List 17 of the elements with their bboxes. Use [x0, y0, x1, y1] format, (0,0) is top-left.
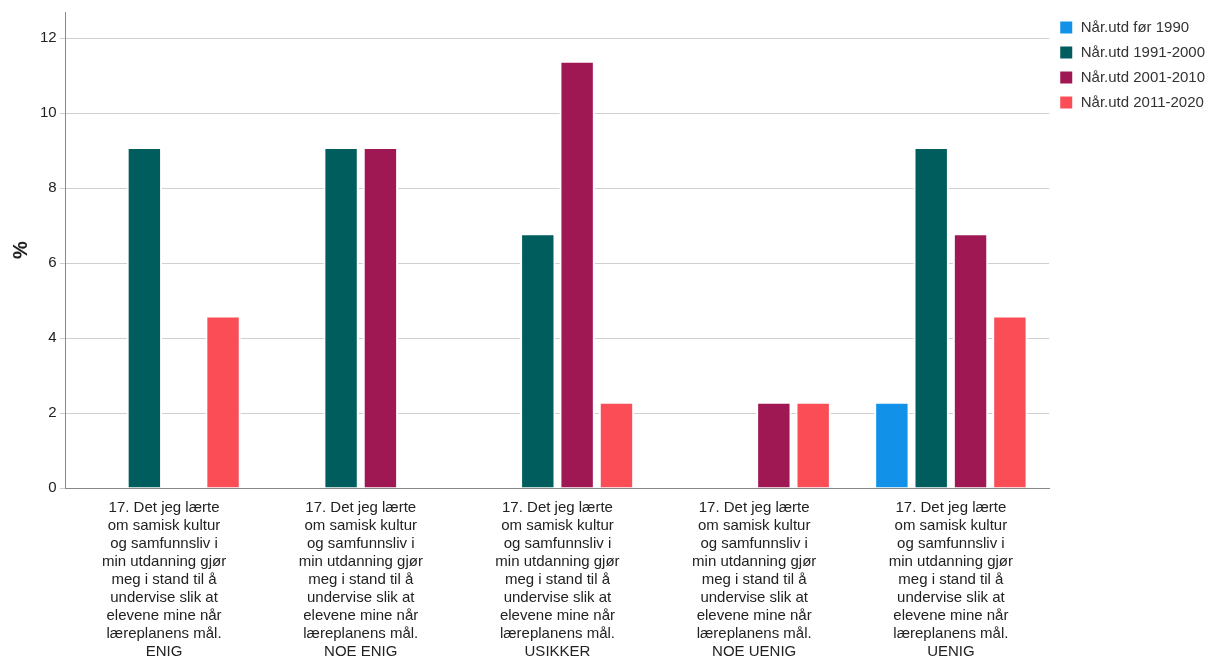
category-label: 17. Det jeg lærte om samisk kultur og samfunnsliv i min utdanning gjør meg i stand til å undervise slik at elevene mine når læreplanens mål. USIKKER — [495, 498, 620, 660]
y-tick-label: 2 — [48, 403, 57, 421]
category-label: 17. Det jeg lærte om samisk kultur og samfunnsliv i min utdanning gjør meg i stand til å undervise slik at elevene mine når læreplanens mål. UENIG — [888, 498, 1013, 660]
category-label: 17. Det jeg lærte om samisk kultur og samfunnsliv i min utdanning gjør meg i stand til å undervise slik at elevene mine når læreplanens mål. NOE ENIG — [298, 498, 423, 660]
y-tick-label: 4 — [48, 328, 57, 346]
y-tick-label: 8 — [48, 178, 57, 196]
legend-label: Når.utd 1991-2000 — [1080, 42, 1205, 60]
category-label: 17. Det jeg lærte om samisk kultur og samfunnsliv i min utdanning gjør meg i stand til å undervise slik at elevene mine når læreplanens mål. ENIG — [101, 498, 227, 660]
legend-label: Når.utd 2001-2010 — [1080, 67, 1205, 85]
legend-label: Når.utd før 1990 — [1080, 17, 1190, 35]
y-tick-label: 10 — [40, 103, 57, 121]
y-tick-label: 12 — [40, 28, 57, 46]
y-tick-label: 6 — [48, 253, 57, 271]
legend-label: Når.utd 2011-2020 — [1080, 92, 1204, 110]
y-tick-label: 0 — [48, 478, 57, 496]
y-axis-title: % — [8, 240, 31, 259]
category-label: 17. Det jeg lærte om samisk kultur og samfunnsliv i min utdanning gjør meg i stand til å undervise slik at elevene mine når læreplanens mål. NOE UENIG — [692, 498, 817, 660]
